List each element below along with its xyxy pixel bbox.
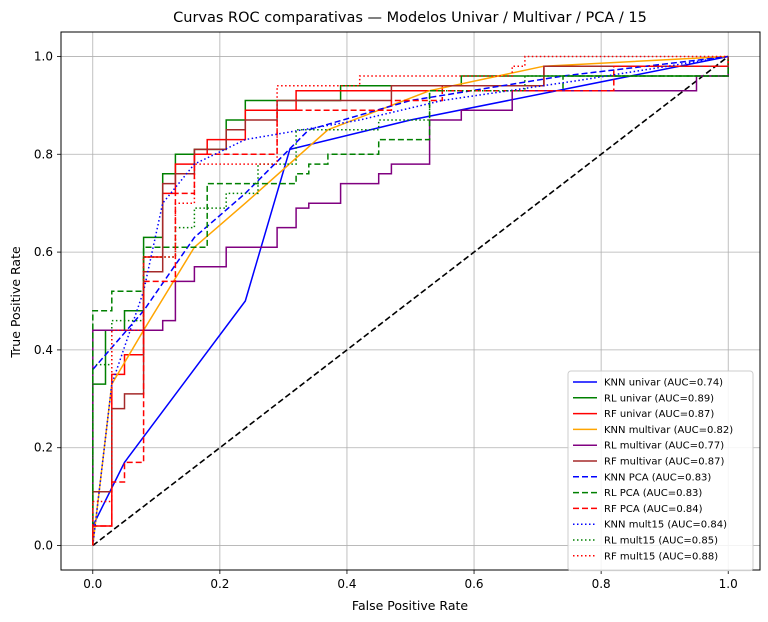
x-tick-label: 0.2 [210,577,229,591]
legend-box [567,370,754,572]
legend-entry: RF mult15 (AUC=0.88) [604,551,718,562]
legend-entry: KNN mult15 (AUC=0.84) [604,520,727,531]
legend: KNN univar (AUC=0.74) RL univar (AUC=0.89… [567,370,754,572]
y-tick-label: 0.8 [34,147,53,161]
legend-entry: RF PCA (AUC=0.84) [604,504,703,515]
series-line-5 [92,56,729,546]
x-tick-label: 0.0 [83,577,102,591]
series-line-9 [92,55,729,546]
legend-entry: KNN multivar (AUC=0.82) [604,425,733,436]
legend-entry: KNN univar (AUC=0.74) [604,378,723,389]
legend-entry: RL mult15 (AUC=0.85) [604,536,718,547]
series-line-10 [92,56,729,546]
x-tick-label: 1.0 [719,577,738,591]
legend-entry: KNN PCA (AUC=0.83) [604,472,711,483]
series-line-4 [92,56,729,546]
legend-entry: RL PCA (AUC=0.83) [604,488,702,499]
chart-title: Curvas ROC comparativas — Modelos Univar… [173,10,647,26]
reference-diagonal-line [92,55,729,547]
series-line-3 [92,55,729,546]
y-tick-label: 0.4 [34,343,53,357]
x-axis-label: False Positive Rate [352,598,468,613]
x-tick-label: 0.8 [592,577,611,591]
y-tick-label: 0.2 [34,441,53,455]
x-tick-label: 0.4 [337,577,356,591]
plot-series-group [92,55,729,547]
y-tick-label: 0.0 [34,539,53,553]
legend-entry: RL multivar (AUC=0.77) [604,441,724,452]
plot-frame [60,31,761,571]
y-axis-label: True Positive Rate [8,246,23,359]
legend-entry: RF univar (AUC=0.87) [604,409,714,420]
y-tick-label: 1.0 [34,49,53,63]
y-tick-label: 0.6 [34,245,53,259]
x-tick-label: 0.6 [464,577,483,591]
axis-ticks: 0.0 0.2 0.4 0.6 0.8 1.0 0.0 0.2 0.4 0.6 0.8 1.0 [34,49,738,591]
legend-entry: RL univar (AUC=0.89) [604,393,714,404]
series-line-6 [92,55,729,370]
legend-entry: RF multivar (AUC=0.87) [604,457,724,468]
